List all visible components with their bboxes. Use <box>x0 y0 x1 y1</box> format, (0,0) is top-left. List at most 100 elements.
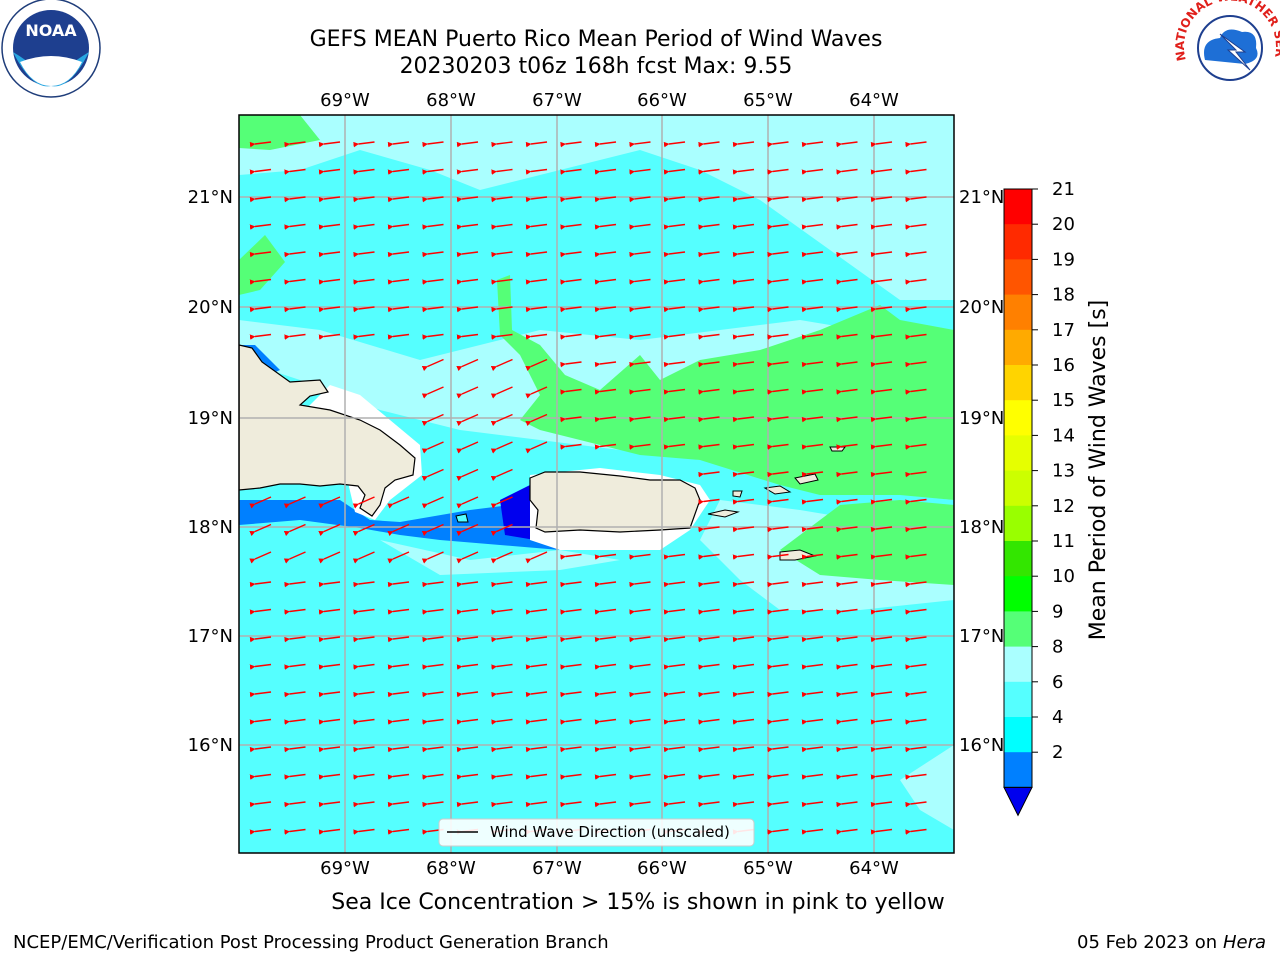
wave-direction-arrow <box>422 333 444 340</box>
wave-direction-arrow <box>560 278 582 285</box>
wave-direction-arrow <box>629 333 651 340</box>
wave-direction-arrow <box>422 773 444 780</box>
wave-direction-arrow <box>525 306 548 313</box>
wave-direction-arrow <box>801 663 824 670</box>
wave-direction-arrow <box>353 718 375 725</box>
wave-direction-arrow <box>836 636 858 643</box>
colorbar-tick-label: 18 <box>1052 285 1075 306</box>
wave-direction-arrow <box>663 361 686 368</box>
wave-direction-arrow <box>801 773 824 780</box>
wave-direction-arrow <box>801 333 824 340</box>
wave-direction-arrow <box>698 801 720 808</box>
wave-direction-arrow <box>387 801 410 808</box>
wave-direction-arrow <box>698 581 720 588</box>
lat-label-right: 17°N <box>959 626 1004 647</box>
colorbar-tick-label: 21 <box>1052 179 1075 200</box>
wave-direction-arrow <box>905 251 927 258</box>
wave-direction-arrow <box>525 141 548 148</box>
wave-direction-arrow <box>421 496 444 509</box>
wave-direction-arrow <box>387 523 410 537</box>
wave-direction-arrow <box>318 746 341 753</box>
wave-direction-arrow <box>422 251 444 258</box>
wave-direction-arrow <box>905 471 927 478</box>
lat-labels-right: 21°N 20°N 19°N 18°N 17°N 16°N <box>959 187 1004 756</box>
wave-direction-arrow <box>767 388 789 395</box>
wave-direction-arrow <box>456 386 479 399</box>
lon-label-top: 66°W <box>637 90 687 111</box>
colorbar-segment <box>1004 365 1032 401</box>
wave-direction-arrow <box>905 388 927 395</box>
wave-direction-arrow <box>525 663 548 670</box>
wave-direction-arrow <box>490 468 513 482</box>
lat-label-left: 17°N <box>188 626 233 647</box>
wave-direction-arrow <box>732 498 755 505</box>
wave-direction-arrow <box>836 361 858 368</box>
colorbar-tick-label: 2 <box>1052 742 1063 763</box>
colorbar: 21 20 19 18 17 16 15 14 13 12 11 10 9 8 6 4 2 <box>1003 179 1075 817</box>
wave-direction-arrow <box>491 718 513 725</box>
wave-direction-arrow <box>801 388 824 395</box>
wave-direction-arrow <box>732 581 755 588</box>
wave-direction-arrow <box>456 196 479 203</box>
wave-direction-arrow <box>594 388 617 395</box>
wave-direction-arrow <box>767 663 789 670</box>
wave-direction-arrow <box>318 306 341 313</box>
wave-direction-arrow <box>732 801 755 808</box>
wave-direction-arrow <box>249 773 272 780</box>
lon-labels-bottom: 69°W 68°W 67°W 66°W 65°W 64°W <box>320 858 899 879</box>
lon-label-top: 67°W <box>532 90 582 111</box>
wave-direction-arrow <box>870 773 893 780</box>
lon-label-bottom: 64°W <box>849 858 899 879</box>
wave-direction-arrow <box>456 746 479 753</box>
gridlines <box>239 115 954 853</box>
nws-logo-text: NATIONAL WEATHER SERVICE <box>0 0 1280 62</box>
wave-direction-arrow <box>318 168 341 175</box>
wave-direction-arrow <box>698 526 720 533</box>
colorbar-tick-label: 15 <box>1052 390 1075 411</box>
wave-direction-arrow <box>801 471 824 478</box>
wave-direction-arrow <box>318 251 341 258</box>
wave-direction-arrow <box>767 251 789 258</box>
colorbar-tick-label: 17 <box>1052 320 1075 341</box>
wave-direction-arrow <box>284 223 306 230</box>
wave-direction-arrow <box>249 523 272 537</box>
wave-direction-arrow <box>870 223 893 230</box>
wave-direction-arrow <box>560 223 582 230</box>
wave-direction-arrow <box>594 663 617 670</box>
wave-direction-arrow <box>284 278 306 285</box>
wave-direction-arrow <box>905 608 927 615</box>
wave-direction-arrow <box>284 663 306 670</box>
wave-direction-arrow <box>870 416 893 423</box>
lat-label-left: 21°N <box>188 187 233 208</box>
wave-direction-arrow <box>249 718 272 725</box>
wave-direction-arrow <box>629 141 651 148</box>
wave-direction-arrow <box>698 416 720 423</box>
wave-direction-arrow <box>387 168 410 175</box>
wave-direction-arrow <box>249 691 272 698</box>
wave-direction-arrow <box>767 416 789 423</box>
wave-direction-arrow <box>732 553 755 560</box>
lat-label-right: 16°N <box>959 735 1004 756</box>
wave-direction-arrow <box>698 196 720 203</box>
wind-wave-arrows <box>249 141 927 835</box>
wave-direction-arrow <box>594 636 617 643</box>
wave-direction-arrow <box>525 608 548 615</box>
virgin-islands <box>794 473 819 485</box>
lon-label-bottom: 69°W <box>320 858 370 879</box>
wave-direction-arrow <box>456 358 479 372</box>
colorbar-tick-label: 8 <box>1052 637 1063 658</box>
wave-direction-arrow <box>594 141 617 148</box>
colorbar-extend-triangle <box>1003 786 1033 817</box>
wave-direction-arrow <box>870 498 893 505</box>
wave-direction-arrow <box>387 333 410 340</box>
wave-direction-arrow <box>387 773 410 780</box>
wave-direction-arrow <box>525 636 548 643</box>
wave-direction-arrow <box>629 416 651 423</box>
wave-direction-arrow <box>491 168 513 175</box>
wave-direction-arrow <box>456 141 479 148</box>
wave-direction-arrow <box>698 251 720 258</box>
lon-label-bottom: 68°W <box>426 858 476 879</box>
wave-direction-arrow <box>387 551 410 564</box>
wave-direction-arrow <box>732 168 755 175</box>
map-title: GEFS MEAN Puerto Rico Mean Period of Win… <box>309 27 883 52</box>
